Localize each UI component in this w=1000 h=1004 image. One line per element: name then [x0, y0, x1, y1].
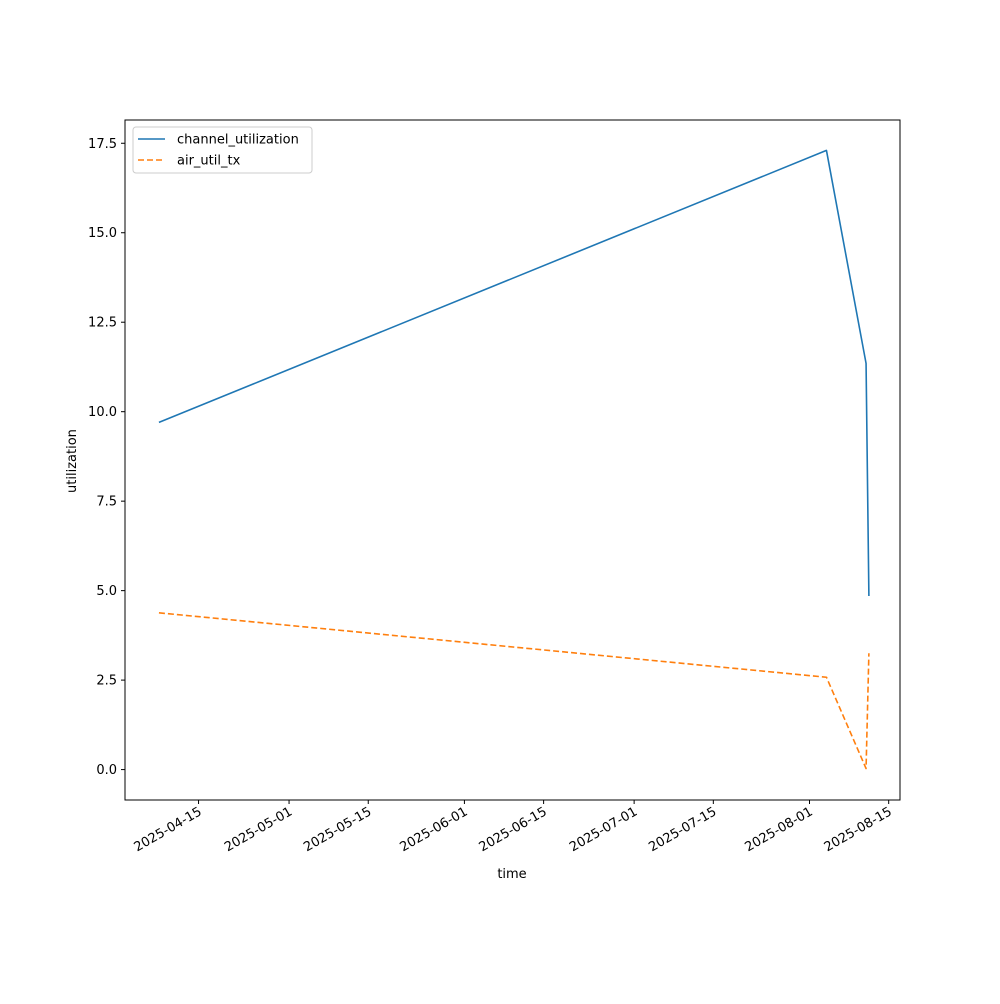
series-line-channel-utilization — [158, 149, 870, 597]
y-tick-label-5: 12.5 — [88, 316, 117, 331]
legend-box — [132, 126, 313, 174]
y-tick-label-0: 0.0 — [96, 763, 117, 778]
y-tick-label-2: 5.0 — [96, 584, 117, 599]
axes-frame — [124, 119, 901, 801]
series-line-air-util-tx — [158, 612, 870, 770]
legend-label-0: channel_utilization — [177, 133, 299, 148]
y-tick-label-3: 7.5 — [96, 495, 117, 510]
y-tick-label-7: 17.5 — [88, 137, 117, 152]
y-tick-label-1: 2.5 — [96, 674, 117, 689]
x-axis-label: time — [497, 867, 526, 882]
y-axis-label: utilization — [65, 429, 80, 493]
legend-label-1: air_util_tx — [177, 154, 241, 169]
y-tick-label-6: 15.0 — [88, 226, 117, 241]
y-tick-label-4: 10.0 — [88, 405, 117, 420]
